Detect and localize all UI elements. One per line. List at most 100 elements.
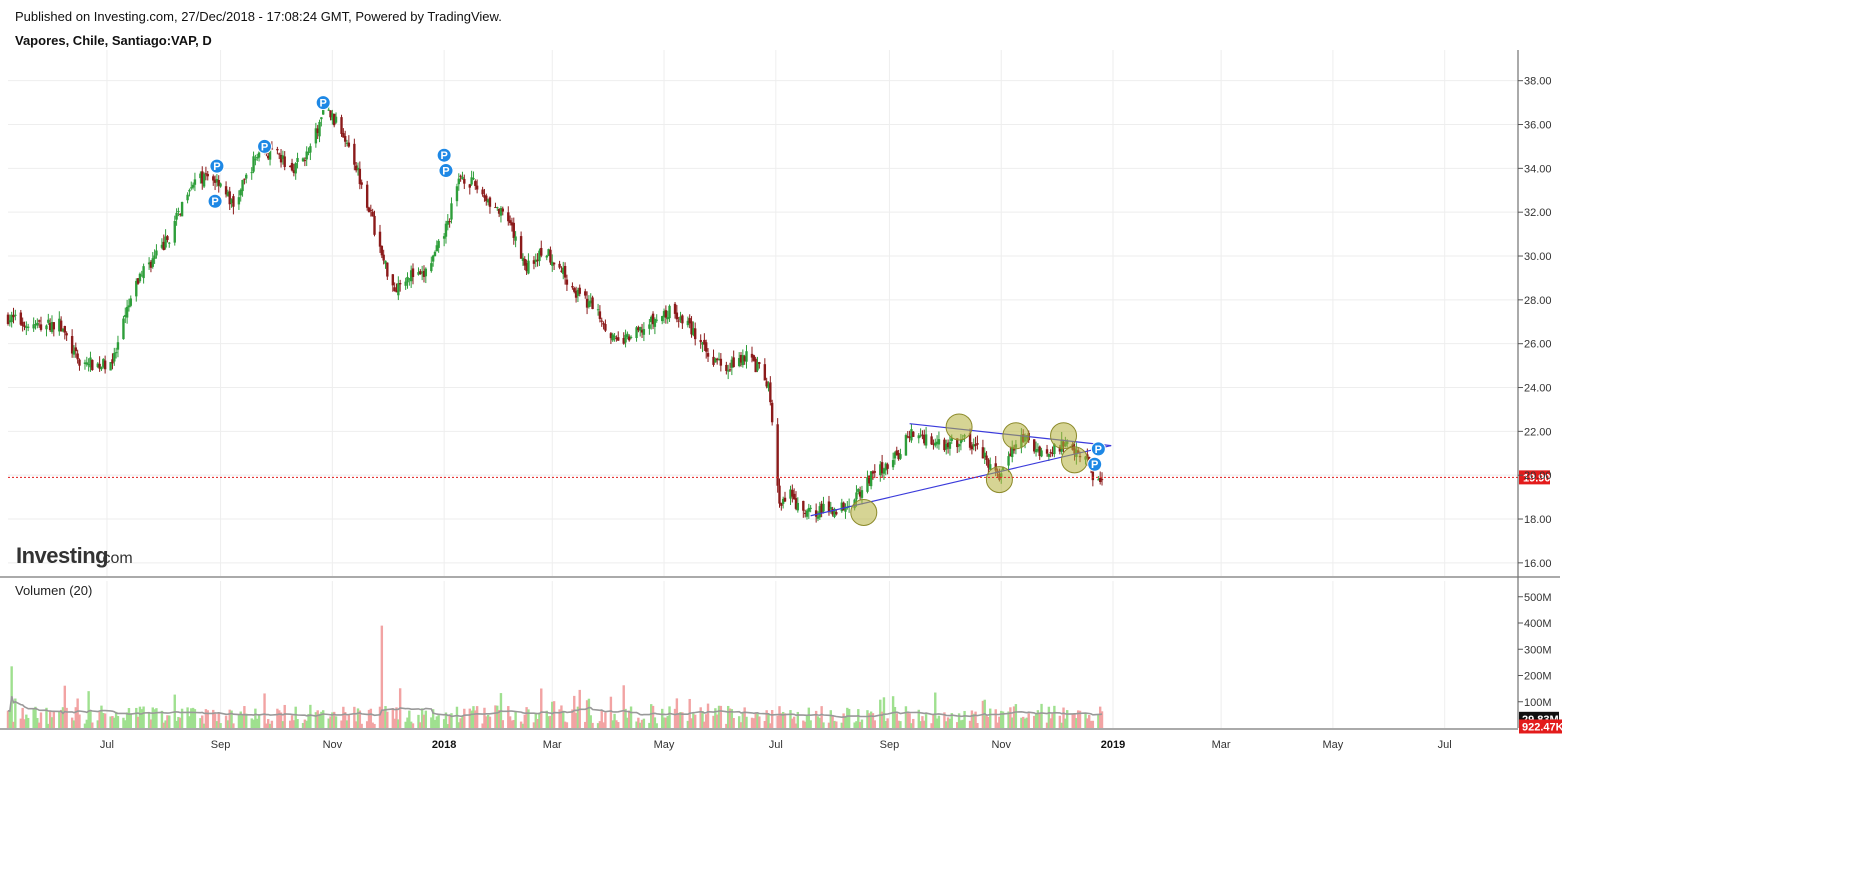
volume-bar	[959, 720, 963, 728]
candle-body	[395, 290, 398, 293]
volume-bar	[576, 706, 580, 728]
pattern-marker[interactable]	[985, 466, 1013, 494]
volume-tick-label: 300M	[1524, 644, 1552, 656]
signal-badge-icon[interactable]	[1087, 456, 1103, 472]
candle-body	[919, 435, 922, 437]
candle-body	[948, 442, 952, 449]
candle-body	[873, 471, 876, 473]
candle-body	[871, 471, 875, 474]
signal-badge-label: P	[442, 166, 449, 178]
volume-ma-line	[7, 695, 1103, 719]
volume-bar	[814, 710, 818, 728]
signal-badge-icon[interactable]	[315, 95, 331, 111]
volume-bar	[835, 721, 838, 728]
volume-bar	[639, 722, 642, 728]
pattern-marker[interactable]	[850, 498, 878, 526]
candle-body	[164, 236, 167, 248]
volume-bar	[6, 710, 10, 728]
pattern-marker[interactable]	[945, 413, 973, 441]
candle-body	[622, 338, 625, 344]
volume-bar	[545, 710, 548, 728]
candle-body	[384, 260, 387, 264]
volume-bar	[756, 713, 759, 728]
volume-bar	[805, 714, 809, 728]
volume-tick-label: 200M	[1524, 671, 1552, 683]
candle-body	[560, 270, 563, 272]
volume-bar	[584, 721, 587, 728]
volume-bar	[395, 707, 398, 728]
volume-bar	[600, 710, 603, 728]
volume-bar	[538, 712, 541, 728]
candle-body	[140, 275, 143, 277]
time-tick-label: Nov	[323, 739, 343, 751]
pattern-marker[interactable]	[1002, 422, 1030, 450]
candle-body	[127, 305, 131, 308]
candle-body	[320, 117, 323, 120]
volume-bar	[904, 706, 908, 728]
price-tick-label: 26.00	[1524, 339, 1552, 351]
volume-bar	[204, 709, 208, 728]
candle-body	[858, 491, 862, 497]
candle-body	[701, 342, 704, 345]
candle-body	[855, 492, 858, 500]
volume-bar	[629, 706, 633, 728]
volume-bar	[803, 721, 807, 728]
volume-bar	[897, 720, 900, 728]
candle-body	[1098, 477, 1102, 483]
volume-bar	[98, 711, 101, 728]
volume-bar	[268, 723, 272, 728]
volume-bar	[899, 721, 902, 728]
volume-bar	[681, 712, 684, 728]
volume-bar	[455, 706, 459, 728]
volume-bar	[303, 719, 307, 728]
candle-body	[411, 268, 415, 277]
volume-bar	[628, 710, 631, 728]
volume-pane[interactable]	[8, 581, 1518, 728]
candle-body	[650, 316, 653, 323]
candle-body	[758, 362, 761, 364]
candle-body	[58, 318, 61, 332]
pattern-marker[interactable]	[1061, 446, 1089, 474]
candle-body	[523, 258, 526, 266]
volume-bar	[741, 712, 745, 728]
volume-bar	[996, 722, 999, 728]
price-pane[interactable]	[8, 50, 1518, 576]
volume-bar	[380, 625, 384, 728]
volume-bar	[507, 706, 510, 728]
candle-body	[983, 452, 986, 458]
candle-body	[692, 328, 695, 336]
signal-badge-icon[interactable]	[209, 158, 225, 174]
price-tick-label: 28.00	[1524, 295, 1552, 307]
candle-body	[1100, 479, 1104, 481]
candle-body	[626, 333, 629, 338]
signal-badge-icon[interactable]	[207, 193, 223, 209]
candle-body	[23, 325, 26, 327]
candle-body	[301, 158, 305, 162]
volume-bar	[1087, 715, 1091, 728]
volume-bar	[125, 712, 129, 728]
signal-badge-icon[interactable]	[257, 138, 273, 154]
candle-body	[714, 358, 717, 363]
volume-bar	[560, 705, 563, 728]
candle-body	[904, 435, 908, 456]
volume-bar	[1033, 715, 1036, 728]
candle-body	[61, 328, 65, 332]
price-tick-label: 32.00	[1524, 207, 1552, 219]
signal-badge-icon[interactable]	[438, 163, 454, 179]
candle-body	[393, 287, 396, 291]
volume-bar	[745, 716, 748, 728]
candle-body	[193, 179, 197, 185]
pattern-marker[interactable]	[1050, 422, 1078, 450]
candle-body	[666, 317, 669, 320]
volume-bar	[384, 706, 387, 728]
signal-badge-icon[interactable]	[436, 147, 452, 163]
volume-bar	[113, 717, 116, 728]
candle-body	[329, 110, 332, 118]
volume-bar	[730, 709, 734, 728]
volume-bar	[527, 709, 530, 728]
volume-bar	[494, 705, 497, 728]
volume-bar	[976, 723, 979, 728]
signal-badge-icon[interactable]	[1090, 441, 1106, 457]
candle-body	[895, 450, 898, 456]
